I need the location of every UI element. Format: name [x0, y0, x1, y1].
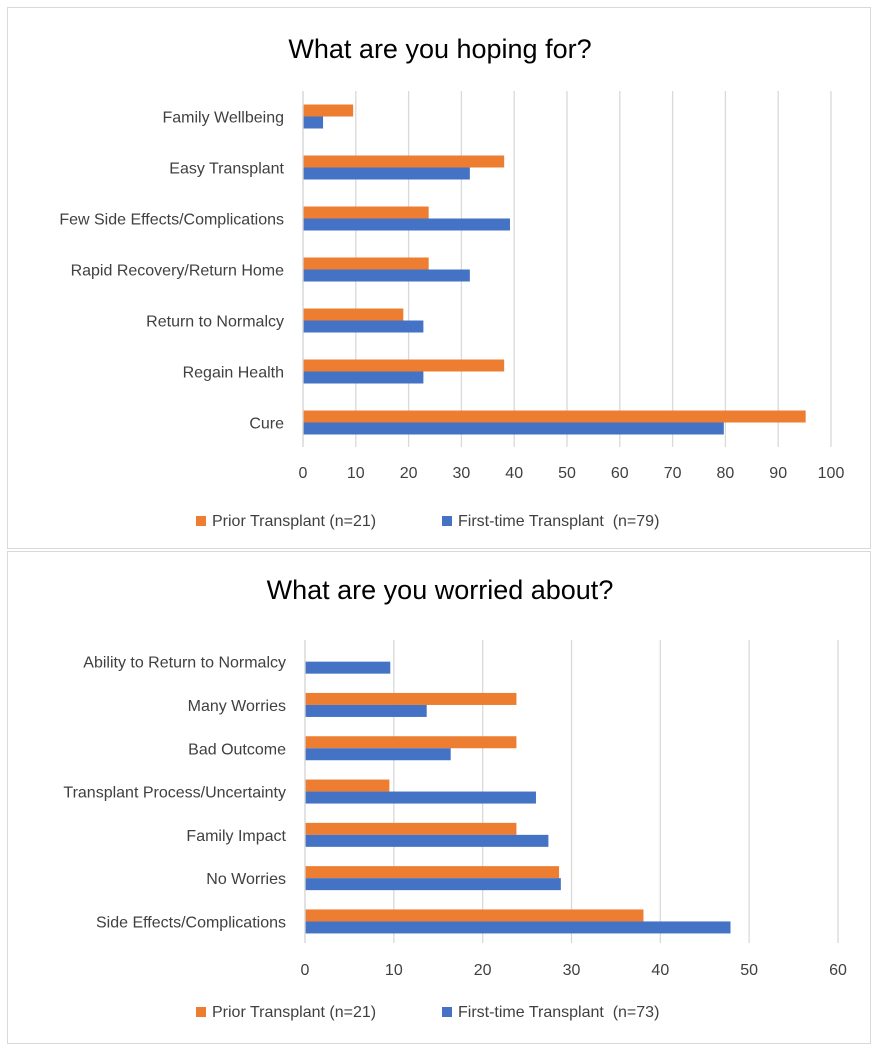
- bar-prior: [305, 692, 517, 705]
- x-tick-label: 0: [301, 962, 310, 979]
- category-label: No Worries: [206, 871, 286, 888]
- bar-first-time: [303, 371, 424, 384]
- bar-prior: [303, 257, 429, 270]
- bar-prior: [305, 779, 390, 792]
- bar-first-time: [305, 834, 549, 847]
- category-label: Cure: [249, 416, 284, 433]
- category-label: Regain Health: [183, 365, 284, 382]
- bar-prior: [305, 736, 517, 749]
- category-label: Transplant Process/Uncertainty: [63, 785, 286, 802]
- bar-prior: [303, 410, 806, 423]
- x-tick-label: 30: [563, 962, 581, 979]
- chart-hoping-for: What are you hoping for? 0 10 20 30 40 50 60 70 8…: [7, 7, 871, 549]
- x-tick-label: 30: [453, 465, 471, 482]
- category-label: Family Impact: [186, 828, 286, 845]
- bar-prior: [303, 104, 354, 117]
- x-tick-label: 0: [299, 465, 308, 482]
- category-label: Side Effects/Complications: [96, 914, 286, 931]
- chart-title: What are you hoping for?: [288, 34, 591, 64]
- bar-first-time: [303, 269, 470, 282]
- bar-first-time: [303, 320, 424, 333]
- bar-prior: [305, 909, 644, 922]
- category-label: Ability to Return to Normalcy: [83, 655, 286, 672]
- bar-first-time: [305, 921, 731, 934]
- x-tick-label: 60: [829, 962, 847, 979]
- bar-first-time: [303, 116, 324, 129]
- bar-first-time: [305, 748, 451, 761]
- category-label: Rapid Recovery/Return Home: [71, 263, 285, 280]
- bar-first-time: [305, 661, 391, 674]
- legend-swatch-prior: [196, 516, 206, 526]
- bar-prior: [305, 822, 517, 835]
- bar-prior: [303, 359, 505, 372]
- bar-prior: [305, 866, 560, 879]
- x-tick-label: 60: [611, 465, 629, 482]
- bar-first-time: [303, 167, 470, 180]
- legend-swatch-first-time: [442, 1007, 452, 1017]
- legend-label: Prior Transplant (n=21): [212, 513, 376, 530]
- bar-first-time: [305, 791, 536, 804]
- x-tick-label: 10: [347, 465, 365, 482]
- x-tick-label: 80: [717, 465, 735, 482]
- category-label: Many Worries: [188, 698, 286, 715]
- chart-worried-about: What are you worried about? 0 10 20 30 40 50 60…: [7, 551, 871, 1044]
- x-tick-label: 20: [474, 962, 492, 979]
- legend-label: First-time Transplant (n=79): [458, 513, 659, 530]
- x-tick-label: 90: [769, 465, 787, 482]
- legend-swatch-first-time: [442, 516, 452, 526]
- legend-swatch-prior: [196, 1007, 206, 1017]
- category-label: Easy Transplant: [169, 161, 284, 178]
- bar-first-time: [305, 878, 561, 891]
- bar-first-time: [305, 704, 427, 717]
- x-tick-label: 50: [740, 962, 758, 979]
- bar-prior: [303, 206, 429, 219]
- x-tick-label: 70: [664, 465, 682, 482]
- category-label: Return to Normalcy: [146, 314, 284, 331]
- category-label: Bad Outcome: [188, 741, 286, 758]
- bar-first-time: [303, 422, 724, 435]
- x-tick-label: 20: [400, 465, 418, 482]
- x-tick-label: 40: [651, 962, 669, 979]
- bar-prior: [303, 155, 505, 168]
- x-tick-label: 100: [818, 465, 845, 482]
- category-label: Family Wellbeing: [162, 110, 284, 127]
- legend-label: Prior Transplant (n=21): [212, 1004, 376, 1021]
- x-tick-label: 40: [505, 465, 523, 482]
- category-label: Few Side Effects/Complications: [59, 212, 284, 229]
- legend-label: First-time Transplant (n=73): [458, 1004, 659, 1021]
- chart-title: What are you worried about?: [267, 575, 614, 605]
- bar-prior: [303, 308, 404, 321]
- bar-first-time: [303, 218, 510, 231]
- x-tick-label: 10: [385, 962, 403, 979]
- x-tick-label: 50: [558, 465, 576, 482]
